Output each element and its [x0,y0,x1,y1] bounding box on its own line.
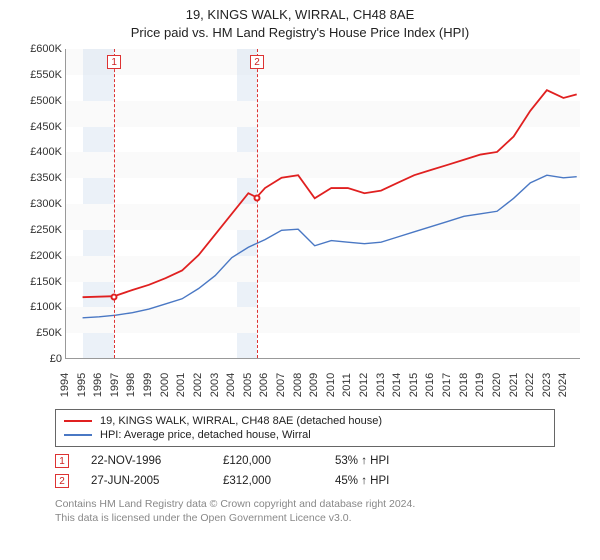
y-tick-label: £0 [12,353,62,365]
x-tick-label: 2024 [557,373,569,397]
event-price: £120,000 [223,455,313,467]
x-tick-label: 2013 [375,373,387,397]
y-tick-label: £300K [12,198,62,210]
x-tick-label: 2001 [175,373,187,397]
x-tick-label: 2002 [192,373,204,397]
event-line [257,49,258,358]
x-tick-label: 2020 [491,373,503,397]
event-marker [254,194,261,201]
event-marker [111,294,118,301]
x-tick-label: 1994 [59,373,71,397]
y-tick-label: £350K [12,172,62,184]
x-tick-label: 1998 [125,373,137,397]
x-tick-label: 2011 [341,373,353,397]
x-tick-label: 2003 [209,373,221,397]
x-tick-label: 2023 [541,373,553,397]
x-tick-label: 2012 [358,373,370,397]
x-tick-label: 1999 [142,373,154,397]
y-tick-label: £50K [12,327,62,339]
event-delta: 45% ↑ HPI [335,475,445,487]
y-tick-label: £150K [12,276,62,288]
legend-swatch [64,420,92,422]
event-badge: 1 [55,454,69,468]
x-tick-label: 2007 [275,373,287,397]
x-tick-label: 2018 [458,373,470,397]
y-tick-label: £400K [12,146,62,158]
x-tick-label: 2014 [391,373,403,397]
x-tick-label: 1995 [76,373,88,397]
event-row: 2 27-JUN-2005 £312,000 45% ↑ HPI [55,471,555,491]
x-tick-label: 2016 [424,373,436,397]
x-tick-label: 2005 [242,373,254,397]
x-tick-label: 2004 [225,373,237,397]
x-tick-label: 2021 [508,373,520,397]
x-tick-label: 2000 [159,373,171,397]
event-delta: 53% ↑ HPI [335,455,445,467]
series-hpi [83,175,577,318]
title-line-2: Price paid vs. HM Land Registry's House … [0,24,600,42]
x-tick-label: 2010 [325,373,337,397]
series-price_paid [83,90,577,297]
y-tick-label: £100K [12,301,62,313]
series-lines [66,49,580,358]
y-tick-label: £200K [12,250,62,262]
chart-title-block: 19, KINGS WALK, WIRRAL, CH48 8AE Price p… [0,0,600,43]
event-date: 27-JUN-2005 [91,475,201,487]
x-tick-label: 2019 [474,373,486,397]
x-tick-label: 2017 [441,373,453,397]
x-tick-label: 1997 [109,373,121,397]
y-tick-label: £250K [12,224,62,236]
event-line [114,49,115,358]
event-price: £312,000 [223,475,313,487]
legend-label: HPI: Average price, detached house, Wirr… [100,429,311,441]
x-tick-label: 2008 [292,373,304,397]
x-tick-label: 2006 [258,373,270,397]
event-badge: 2 [55,474,69,488]
footnote-line-2: This data is licensed under the Open Gov… [55,511,590,525]
legend-row: 19, KINGS WALK, WIRRAL, CH48 8AE (detach… [64,414,546,428]
y-tick-label: £550K [12,69,62,81]
event-row: 1 22-NOV-1996 £120,000 53% ↑ HPI [55,451,555,471]
events-table: 1 22-NOV-1996 £120,000 53% ↑ HPI 2 27-JUN-200… [55,451,555,491]
y-tick-label: £600K [12,43,62,55]
plot-area: 12 [65,49,580,359]
legend-label: 19, KINGS WALK, WIRRAL, CH48 8AE (detach… [100,415,382,427]
event-badge: 2 [250,55,264,69]
x-tick-label: 1996 [92,373,104,397]
x-tick-label: 2015 [408,373,420,397]
footnote: Contains HM Land Registry data © Crown c… [55,497,590,525]
legend-row: HPI: Average price, detached house, Wirr… [64,428,546,442]
footnote-line-1: Contains HM Land Registry data © Crown c… [55,497,590,511]
y-tick-label: £500K [12,95,62,107]
legend-swatch [64,434,92,436]
event-badge: 1 [107,55,121,69]
title-line-1: 19, KINGS WALK, WIRRAL, CH48 8AE [0,6,600,24]
legend: 19, KINGS WALK, WIRRAL, CH48 8AE (detach… [55,409,555,447]
chart: 12 £0£50K£100K£150K£200K£250K£300K£350K£… [10,43,590,405]
x-tick-label: 2009 [308,373,320,397]
event-date: 22-NOV-1996 [91,455,201,467]
x-tick-label: 2022 [524,373,536,397]
y-tick-label: £450K [12,121,62,133]
